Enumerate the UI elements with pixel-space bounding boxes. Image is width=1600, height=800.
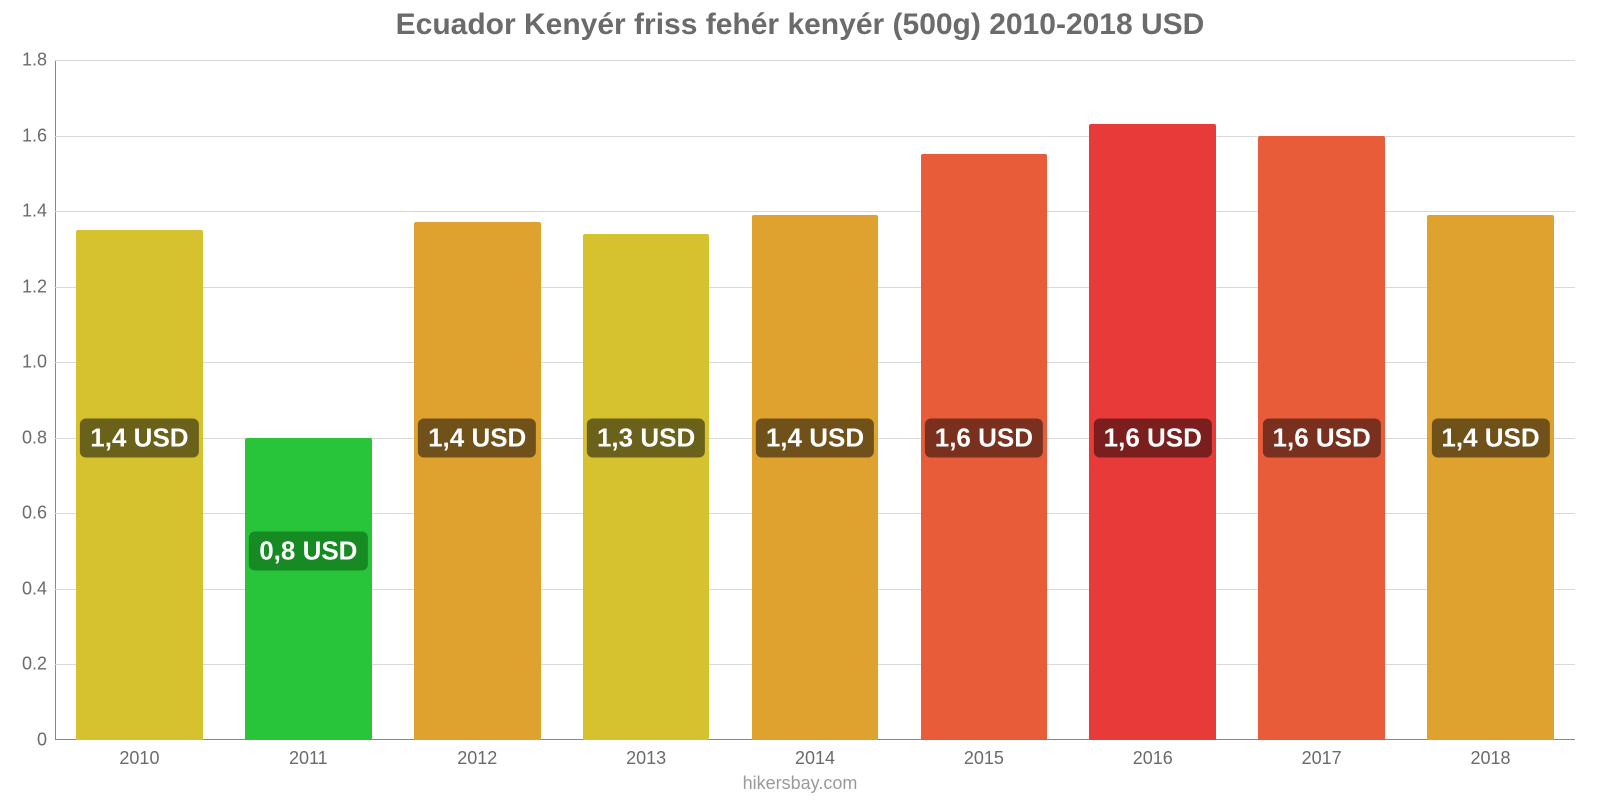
bar: 1,4 USD <box>752 215 879 740</box>
chart-title: Ecuador Kenyér friss fehér kenyér (500g)… <box>0 8 1600 42</box>
x-tick-label: 2011 <box>289 748 328 769</box>
attribution: hikersbay.com <box>743 773 858 794</box>
x-tick-label: 2015 <box>964 748 1004 769</box>
value-badge: 1,4 USD <box>80 418 198 457</box>
x-tick-label: 2018 <box>1471 748 1511 769</box>
y-tick-label: 0.8 <box>0 427 47 448</box>
x-tick-label: 2016 <box>1133 748 1173 769</box>
y-tick-label: 0.6 <box>0 503 47 524</box>
bar-chart: Ecuador Kenyér friss fehér kenyér (500g)… <box>0 0 1600 800</box>
value-badge: 1,3 USD <box>587 418 705 457</box>
value-badge: 1,6 USD <box>1094 418 1212 457</box>
bar: 1,4 USD <box>1427 215 1554 740</box>
x-tick-label: 2010 <box>119 748 159 769</box>
bar: 1,6 USD <box>1089 124 1216 740</box>
y-tick-label: 1.6 <box>0 125 47 146</box>
bar: 1,4 USD <box>414 222 541 740</box>
y-tick-label: 1.2 <box>0 276 47 297</box>
value-badge: 1,6 USD <box>925 418 1043 457</box>
value-badge: 1,4 USD <box>1431 418 1549 457</box>
bar: 1,6 USD <box>921 154 1048 740</box>
value-badge: 1,4 USD <box>756 418 874 457</box>
y-tick-label: 1.0 <box>0 352 47 373</box>
bar: 1,3 USD <box>583 234 710 740</box>
y-tick-label: 1.8 <box>0 50 47 71</box>
x-tick-label: 2012 <box>457 748 497 769</box>
y-tick-label: 0.2 <box>0 654 47 675</box>
value-badge: 1,6 USD <box>1263 418 1381 457</box>
y-tick-label: 0.4 <box>0 578 47 599</box>
y-tick-label: 0 <box>0 730 47 751</box>
value-badge: 0,8 USD <box>249 532 367 571</box>
plot-area: 00.20.40.60.81.01.21.41.61.81,4 USD20100… <box>55 60 1575 740</box>
bar: 0,8 USD <box>245 438 372 740</box>
y-tick-label: 1.4 <box>0 201 47 222</box>
x-tick-label: 2013 <box>626 748 666 769</box>
value-badge: 1,4 USD <box>418 418 536 457</box>
bar: 1,6 USD <box>1258 136 1385 740</box>
bar: 1,4 USD <box>76 230 203 740</box>
x-tick-label: 2017 <box>1302 748 1342 769</box>
y-axis <box>55 60 56 740</box>
x-tick-label: 2014 <box>795 748 835 769</box>
grid-line <box>55 60 1575 61</box>
